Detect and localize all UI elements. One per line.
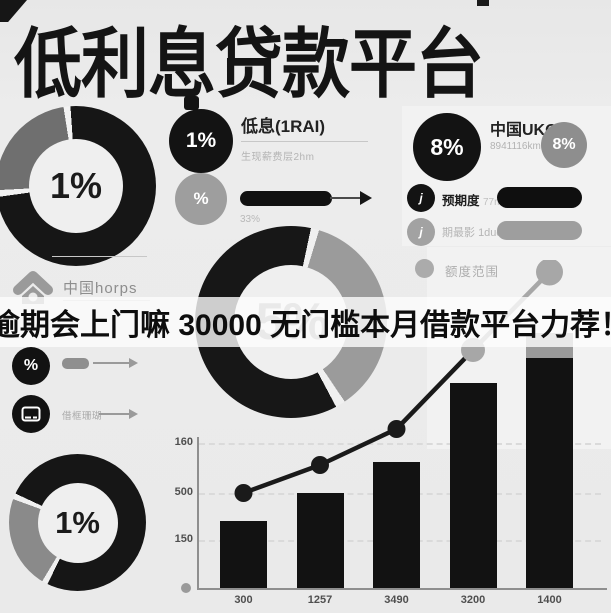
- right-row1-text: 预期度: [442, 194, 480, 208]
- x-tick-label: 1257: [307, 594, 333, 606]
- x-tick-label: 3200: [460, 594, 486, 606]
- right-row2-label: 期最影 1dud: [442, 224, 503, 240]
- y-tick-label: 500: [174, 486, 193, 498]
- hook-icon: j: [407, 218, 435, 246]
- donut-top-value: 1%: [49, 165, 103, 206]
- decoration-square: [184, 96, 199, 110]
- overlay-text-banner: 逾期会上门嘛 30000 无门槛本月借款平台力荐！ 分享小额网贷口子3000: [0, 297, 611, 347]
- chart-bar: [449, 383, 497, 588]
- house-row-label: 中国horps: [63, 280, 138, 297]
- donut-chart-bottom-left: 1%: [9, 454, 146, 591]
- arrow-line: [99, 413, 130, 415]
- progress-pill-gray: [497, 221, 582, 240]
- y-tick-label: 160: [174, 436, 193, 448]
- rate-row-subtext: 生现薪费层2hm: [241, 152, 315, 163]
- chart-bar: [296, 493, 344, 588]
- axis-origin-dot: [181, 583, 191, 593]
- trend-point: [311, 456, 329, 474]
- arrow-right-icon: [360, 191, 372, 205]
- divider: [241, 141, 368, 142]
- donut-bottom-value: 1%: [55, 504, 100, 540]
- chart-bar: [526, 358, 573, 588]
- rate-circle-dark: 8%: [413, 113, 481, 181]
- progress-pill: [62, 358, 89, 369]
- rate-circle-gray: 8%: [541, 122, 587, 168]
- progress-pill-dark: [497, 187, 582, 208]
- banner-black-text: 逾期会上门嘛 30000 无门槛本月借款平台力荐！: [0, 309, 611, 342]
- right-header-subtext: 8941116km: [490, 141, 541, 152]
- y-tick-label: 150: [174, 533, 193, 545]
- right-row2-text: 期最影: [442, 227, 475, 239]
- progress-pill: [240, 191, 332, 206]
- y-axis: [197, 437, 199, 589]
- chart-bar: [373, 462, 420, 588]
- chart-bar: [220, 521, 267, 588]
- arrow-right-icon: [129, 409, 138, 419]
- x-axis: [197, 588, 607, 590]
- trend-point: [387, 420, 406, 438]
- card-circle: [12, 395, 50, 433]
- donut-chart-top-left: 1%: [0, 106, 156, 266]
- right-row2-suffix: 1dud: [478, 227, 503, 239]
- page-title: 低利息贷款平台: [14, 22, 484, 108]
- percent-circle-icon: %: [12, 347, 50, 385]
- bullet-dot-icon: [415, 259, 434, 278]
- arrow-right-icon: [129, 358, 138, 368]
- percent-circle-icon: %: [175, 173, 227, 225]
- corner-sliver-decoration: [477, 0, 489, 6]
- right-row1-suffix: 77mm: [483, 197, 511, 208]
- hook-icon: j: [407, 184, 435, 212]
- percent-row-subtext: 33%: [240, 214, 261, 225]
- trend-point: [536, 260, 563, 286]
- arrow-line: [93, 362, 130, 364]
- rate-circle: 1%: [169, 109, 233, 173]
- right-row1-label: 预期度 77mm: [442, 190, 511, 209]
- x-tick-label: 1400: [537, 594, 562, 606]
- banner-text: 逾期会上门嘛 30000 无门槛本月借款平台力荐！ 分享小额网贷口子3000: [0, 300, 611, 344]
- rate-row-label: 低息(1RAI): [241, 117, 326, 136]
- arrow-line: [330, 197, 362, 199]
- gridline: [199, 443, 601, 445]
- card-icon: [21, 406, 41, 422]
- divider: [52, 256, 147, 257]
- x-tick-label: 300: [234, 594, 253, 606]
- card-row-label: 借框珊瑚: [62, 411, 103, 422]
- x-tick-label: 3490: [384, 594, 409, 606]
